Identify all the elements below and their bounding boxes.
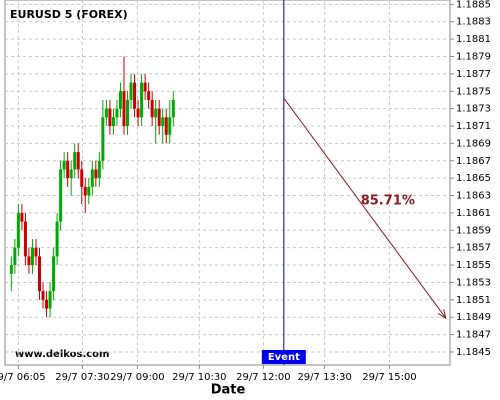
y-tick-label: 1.1867 (456, 156, 491, 167)
y-tick-label: 1.1869 (456, 138, 491, 149)
candle-body (90, 169, 94, 187)
candle-body (147, 91, 151, 100)
y-tick-label: 1.1845 (456, 347, 491, 358)
watermark: www.delkos.com (15, 349, 109, 360)
y-tick-label: 1.1861 (456, 208, 491, 219)
x-tick-label: 29/7 09:00 (110, 372, 164, 383)
candle-body (161, 117, 165, 127)
candle-body (62, 160, 66, 170)
y-tick-label: 1.1863 (456, 191, 491, 202)
candle-body (34, 247, 38, 257)
x-axis-label: Date (211, 383, 246, 398)
candle-body (143, 82, 147, 92)
y-tick-label: 1.1851 (456, 295, 491, 306)
y-tick-label: 1.1879 (456, 51, 491, 62)
candle-body (115, 108, 119, 118)
candle-body (94, 169, 98, 179)
candle-body (150, 99, 154, 118)
candle-body (101, 117, 105, 161)
candle-body (140, 82, 144, 118)
candle-body (55, 221, 59, 257)
candle-body (154, 108, 158, 118)
y-tick-label: 1.1885 (456, 0, 491, 10)
candle-body (104, 108, 108, 118)
event-box (261, 350, 306, 364)
candle-body (111, 117, 115, 127)
candle-body (9, 265, 13, 274)
candle-body (126, 99, 130, 127)
y-tick-label: 1.1853 (456, 277, 491, 288)
y-tick-label: 1.1849 (456, 312, 491, 323)
x-tick-label: 29/7 13:30 (297, 372, 351, 383)
candle-body (87, 186, 91, 196)
candle-body (76, 152, 80, 170)
x-tick-label: 29/7 10:30 (172, 372, 226, 383)
candle-body (118, 91, 122, 109)
candle-body (97, 160, 101, 179)
candle-body (129, 82, 133, 100)
candle-body (168, 117, 172, 135)
candle-body (30, 247, 34, 266)
candle-body (157, 108, 161, 127)
arrow-head (437, 309, 447, 320)
candle-body (69, 169, 73, 179)
candle-body (27, 256, 31, 266)
y-tick-label: 1.1865 (456, 173, 491, 184)
candle-body (80, 169, 84, 187)
candle-body (41, 291, 45, 300)
y-tick-label: 1.1873 (456, 104, 491, 115)
candle-body (23, 221, 27, 257)
candle-body (136, 108, 140, 118)
event-label: Event (268, 352, 300, 363)
candle-body (59, 169, 63, 222)
candle-body (171, 99, 175, 118)
projection-label: 85.71% (361, 194, 415, 209)
candle-body (164, 117, 168, 135)
candle-body (83, 186, 87, 196)
y-tick-label: 1.1871 (456, 121, 491, 132)
chart-title: EURUSD 5 (FOREX) (10, 8, 128, 21)
x-tick-label: 29/7 06:05 (0, 372, 46, 383)
plot-area (4, 0, 451, 366)
y-tick-label: 1.1883 (456, 17, 491, 28)
x-tick-label: 29/7 15:00 (362, 372, 416, 383)
y-tick-label: 1.1877 (456, 69, 491, 80)
candle-body (13, 247, 17, 266)
y-tick-label: 1.1859 (456, 225, 491, 236)
y-tick-label: 1.1855 (456, 260, 491, 271)
y-tick-label: 1.1857 (456, 243, 491, 254)
candle-body (73, 152, 77, 170)
candle-body (66, 160, 70, 179)
y-tick-label: 1.1875 (456, 86, 491, 97)
x-tick-label: 29/7 07:30 (55, 372, 109, 383)
candle-body (45, 299, 49, 309)
x-tick-label: 29/7 12:00 (236, 372, 290, 383)
candle-body (48, 291, 52, 309)
candle-body (38, 256, 42, 292)
candle-body (108, 108, 112, 127)
candle-body (122, 91, 126, 127)
y-tick-label: 1.1881 (456, 34, 491, 45)
y-tick-label: 1.1847 (456, 330, 491, 341)
candle-body (133, 82, 137, 109)
projection-arrow (283, 97, 447, 319)
candle-body (20, 212, 24, 222)
candle-body (16, 212, 20, 248)
candle-body (52, 256, 56, 292)
